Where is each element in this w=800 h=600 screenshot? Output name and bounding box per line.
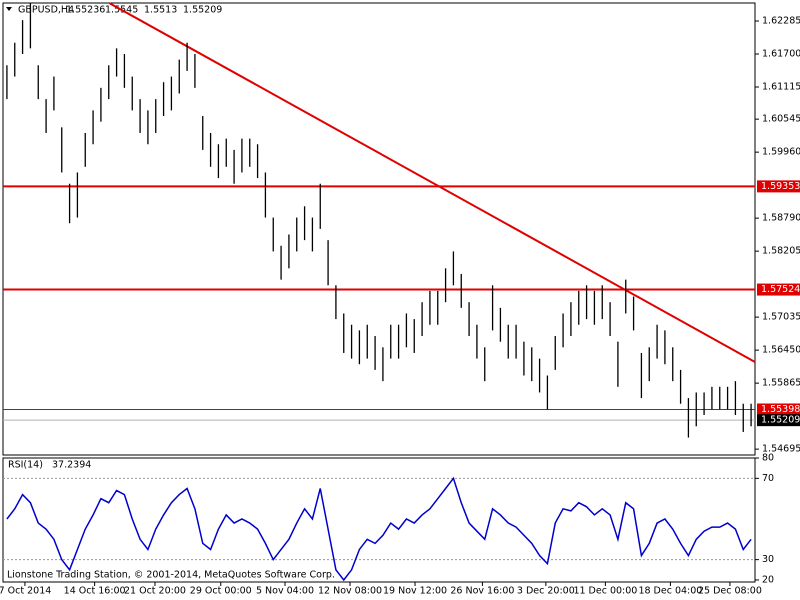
x-tick-label: 29 Oct 00:00: [190, 586, 252, 597]
menu-arrow[interactable]: [6, 7, 12, 11]
trend-line: [109, 2, 756, 363]
rsi-tick-label: 70: [762, 473, 774, 484]
rsi-tick-label: 20: [762, 574, 774, 585]
y-tick-label: 1.58790: [762, 213, 800, 224]
x-tick-label: 7 Oct 2014: [0, 586, 51, 597]
y-tick-label: 1.62285: [762, 15, 800, 26]
rsi-tick-label: 30: [762, 554, 774, 565]
x-tick-label: 12 Nov 08:00: [318, 586, 382, 597]
symbol: GBPUSD,H4: [18, 5, 74, 16]
rsi-current: 37.2394: [52, 460, 91, 471]
level-label-box: [757, 283, 800, 296]
current-price-box: [757, 414, 800, 427]
y-tick-label: 1.54695: [762, 444, 800, 455]
level-label-box: [757, 180, 800, 193]
level-label: 1.57524: [761, 284, 800, 295]
y-tick-label: 1.61115: [762, 81, 800, 92]
x-tick-label: 19 Nov 12:00: [383, 586, 447, 597]
x-tick-label: 14 Oct 16:00: [64, 586, 126, 597]
y-tick-label: 1.59960: [762, 147, 800, 158]
ohlc-value: 1.5513: [144, 5, 177, 16]
copyright: Lionstone Trading Station, © 2001-2014, …: [7, 570, 335, 581]
rsi-panel: [2, 457, 756, 583]
x-tick-label: 11 Dec 00:00: [573, 586, 637, 597]
x-tick-label: 21 Oct 20:00: [124, 586, 186, 597]
y-tick-label: 1.57035: [762, 312, 800, 323]
level-label: 1.55398: [761, 404, 800, 415]
y-tick-label: 1.56450: [762, 345, 800, 356]
ohlc-value: 1.55209: [183, 5, 222, 16]
level-label-box: [757, 403, 800, 416]
y-tick-label: 1.55865: [762, 378, 800, 389]
y-tick-label: 1.61700: [762, 48, 800, 59]
level-label: 1.59353: [761, 181, 800, 192]
y-tick-label: 1.58205: [762, 246, 800, 257]
x-tick-label: 3 Dec 20:00: [517, 586, 575, 597]
x-tick-label: 18 Dec 04:00: [638, 586, 702, 597]
rsi-line: [6, 476, 752, 582]
current-price-label: 1.55209: [761, 415, 800, 426]
ohlc-value: 1.55236: [66, 5, 105, 16]
x-tick-label: 26 Nov 16:00: [450, 586, 514, 597]
x-tick-label: 5 Nov 04:00: [256, 586, 314, 597]
rsi-tick-label: 80: [762, 453, 774, 464]
rsi-label: RSI(14): [8, 460, 43, 471]
x-tick-label: 25 Dec 08:00: [698, 586, 762, 597]
price-panel: [2, 2, 756, 456]
y-tick-label: 1.60545: [762, 114, 800, 125]
